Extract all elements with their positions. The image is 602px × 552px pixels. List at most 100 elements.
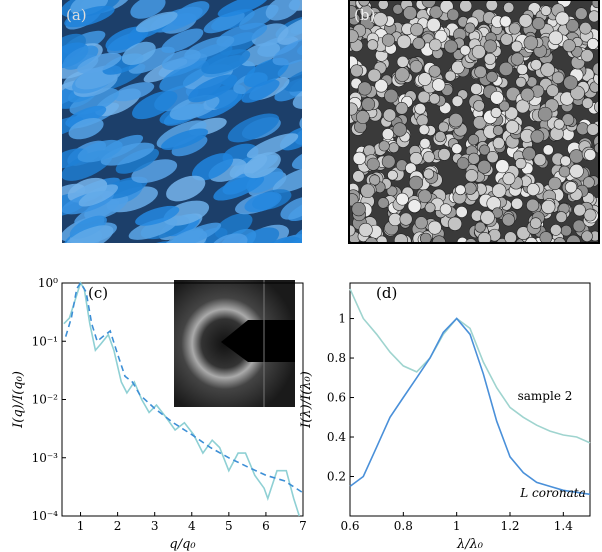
feather bbox=[243, 57, 289, 88]
sphere bbox=[463, 182, 477, 195]
sphere bbox=[349, 5, 358, 19]
feather bbox=[161, 28, 204, 53]
x-tick-label: 0.6 bbox=[340, 519, 359, 533]
y-tick-label: 10⁻⁴ bbox=[32, 509, 59, 523]
sphere bbox=[540, 5, 552, 16]
feather bbox=[159, 60, 210, 92]
sphere bbox=[373, 12, 388, 27]
sphere bbox=[418, 124, 430, 136]
sphere bbox=[366, 157, 380, 171]
sphere bbox=[392, 122, 407, 137]
sphere bbox=[562, 39, 576, 53]
sphere bbox=[583, 208, 597, 222]
sphere bbox=[365, 237, 378, 243]
sphere bbox=[520, 87, 535, 102]
sphere bbox=[465, 169, 479, 183]
sphere bbox=[410, 23, 424, 37]
x-tick-label: 7 bbox=[299, 519, 307, 533]
sphere bbox=[384, 88, 399, 104]
sphere bbox=[350, 64, 364, 78]
series-line bbox=[64, 281, 304, 494]
sphere bbox=[387, 169, 398, 181]
x-tick-label: 3 bbox=[151, 519, 159, 533]
sphere bbox=[416, 114, 429, 127]
sphere bbox=[447, 216, 463, 231]
sphere bbox=[409, 60, 423, 74]
sphere bbox=[352, 170, 365, 183]
sphere bbox=[381, 33, 395, 47]
sphere bbox=[396, 192, 409, 206]
sphere bbox=[579, 22, 592, 35]
sphere bbox=[465, 238, 477, 243]
sphere bbox=[393, 233, 409, 243]
feather bbox=[78, 184, 119, 207]
feather bbox=[227, 113, 280, 143]
sphere bbox=[438, 121, 450, 133]
sphere bbox=[592, 62, 599, 76]
feather bbox=[272, 166, 302, 193]
sphere bbox=[377, 197, 389, 209]
sphere bbox=[551, 71, 565, 84]
feather bbox=[63, 225, 114, 243]
feather bbox=[280, 196, 302, 220]
feather bbox=[265, 0, 301, 21]
photo-b-frame bbox=[348, 0, 600, 244]
feather bbox=[159, 228, 204, 243]
sphere bbox=[498, 61, 514, 76]
sphere bbox=[479, 144, 490, 156]
sphere bbox=[381, 154, 396, 169]
sphere bbox=[444, 70, 456, 82]
sphere bbox=[464, 22, 476, 34]
y-tick-label: 0.6 bbox=[327, 391, 346, 405]
sphere bbox=[510, 52, 524, 66]
sphere bbox=[500, 33, 513, 46]
x-axis-label: q/q₀ bbox=[169, 537, 196, 552]
sphere bbox=[516, 63, 528, 76]
sphere bbox=[451, 143, 463, 155]
sphere bbox=[388, 212, 402, 227]
sphere bbox=[349, 102, 358, 116]
sphere bbox=[586, 123, 599, 136]
sphere bbox=[428, 93, 441, 105]
sphere bbox=[358, 222, 373, 237]
feather bbox=[201, 49, 251, 75]
sphere bbox=[546, 84, 559, 97]
x-tick-label: 1.4 bbox=[554, 519, 573, 533]
sphere bbox=[572, 219, 586, 233]
sphere bbox=[525, 237, 538, 243]
sphere bbox=[490, 107, 502, 119]
sphere bbox=[474, 221, 486, 233]
sphere bbox=[530, 129, 545, 144]
series-line bbox=[349, 288, 591, 444]
sphere bbox=[467, 152, 480, 165]
feather bbox=[130, 0, 166, 19]
sphere bbox=[419, 232, 432, 243]
sphere bbox=[537, 106, 553, 122]
y-tick-label: 0.8 bbox=[327, 351, 346, 365]
feather bbox=[100, 142, 155, 166]
sphere bbox=[486, 151, 499, 164]
sphere bbox=[518, 13, 533, 28]
feather bbox=[161, 128, 209, 150]
sphere bbox=[407, 199, 422, 213]
sphere bbox=[376, 235, 388, 243]
sphere bbox=[360, 183, 375, 199]
sphere bbox=[539, 231, 553, 243]
sphere bbox=[593, 72, 599, 85]
y-tick-label: 10⁻³ bbox=[32, 451, 59, 465]
feather bbox=[77, 139, 123, 163]
sphere bbox=[548, 30, 563, 45]
sphere bbox=[555, 11, 570, 26]
sphere bbox=[505, 120, 520, 134]
feather bbox=[211, 233, 248, 243]
sphere bbox=[467, 134, 480, 146]
y-tick-label: 10⁰ bbox=[38, 276, 58, 290]
sphere bbox=[474, 65, 487, 79]
sphere bbox=[455, 184, 466, 196]
sphere bbox=[581, 97, 594, 109]
y-tick-label: 0.2 bbox=[327, 470, 346, 484]
sphere bbox=[448, 113, 464, 128]
sphere bbox=[403, 6, 418, 21]
sphere bbox=[471, 44, 486, 59]
feather bbox=[277, 59, 302, 79]
